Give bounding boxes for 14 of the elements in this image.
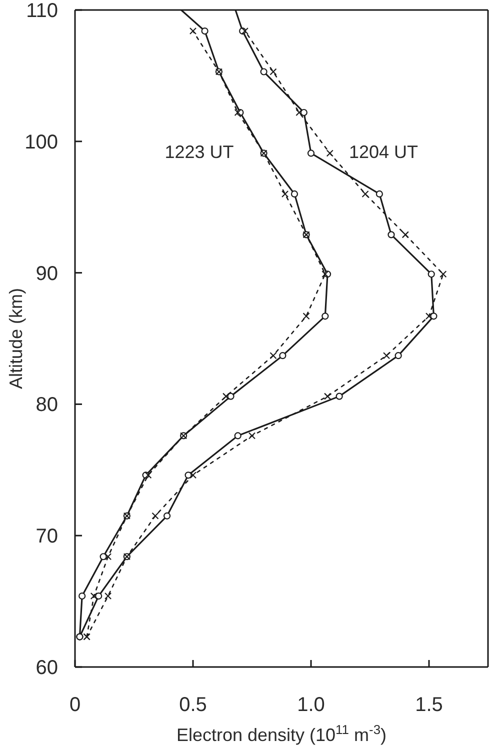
x-axis-title: Electron density (10$^{11}$ m$^{-3}$): [176, 722, 387, 745]
y-tick-label: 80: [36, 394, 58, 416]
series-label: 1223 UT: [164, 142, 234, 162]
y-tick-label: 60: [36, 657, 58, 679]
y-tick-label: 100: [24, 131, 58, 154]
y-tick-label: 90: [36, 262, 58, 285]
x-tick-label: 1.0: [297, 694, 325, 716]
x-tick-label: 1.5: [415, 694, 443, 716]
series-label: 1204 UT: [349, 142, 418, 162]
y-tick-label: 110: [26, 0, 58, 22]
y-tick-label: 70: [36, 526, 58, 548]
x-tick-label: 0: [69, 694, 81, 716]
x-tick-label: 0.5: [179, 694, 207, 716]
y-axis-title: Altitude (km): [6, 288, 26, 390]
